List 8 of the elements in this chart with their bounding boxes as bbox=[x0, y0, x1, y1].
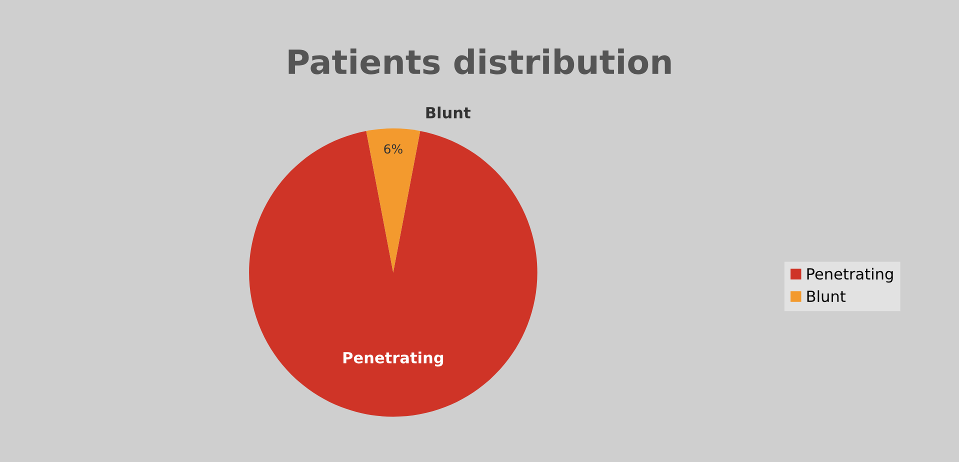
chart-title: Patients distribution bbox=[288, 48, 671, 74]
slice-label: Blunt bbox=[426, 106, 470, 118]
slice-label: Penetrating bbox=[343, 352, 444, 367]
pie-slice bbox=[366, 128, 420, 273]
pie-slice bbox=[249, 130, 538, 417]
data-label: 6% bbox=[384, 144, 402, 154]
legend-label: Penetrating bbox=[807, 268, 893, 283]
legend-label: Blunt bbox=[807, 290, 846, 302]
